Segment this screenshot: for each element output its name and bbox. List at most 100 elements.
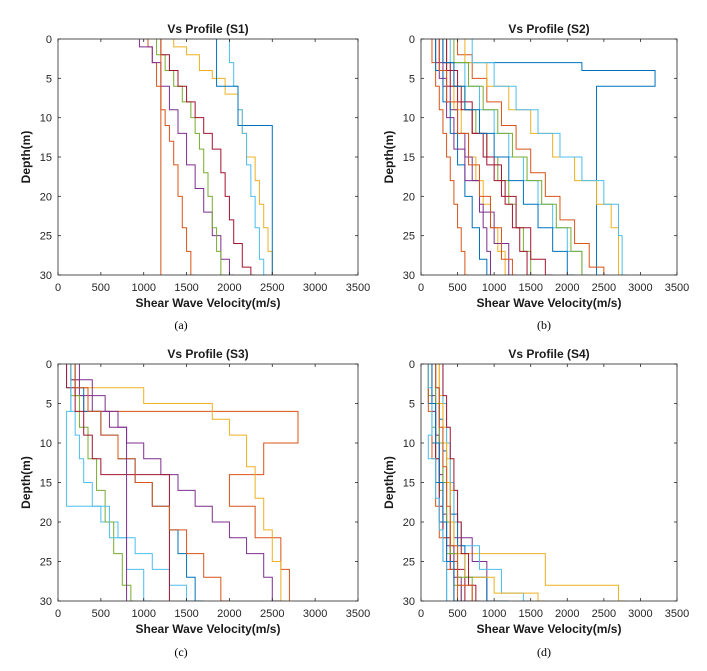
y-tick-label: 15 <box>403 152 415 164</box>
x-tick-label: 1000 <box>482 282 506 294</box>
x-axis-label: Shear Wave Velocity(m/s) <box>136 622 281 636</box>
vs-profile-line-6 <box>216 39 273 275</box>
x-tick-label: 1500 <box>518 282 542 294</box>
x-tick-label: 2000 <box>217 608 241 620</box>
y-axis-label: Depth(m) <box>19 131 33 184</box>
y-tick-label: 25 <box>403 231 415 243</box>
vs-profile-line-15 <box>438 39 517 275</box>
vs-profile-line-3 <box>160 39 256 275</box>
x-tick-label: 500 <box>448 282 466 294</box>
vs-profile-line-1 <box>431 39 469 275</box>
y-tick-label: 30 <box>40 596 52 608</box>
y-tick-label: 15 <box>403 478 415 490</box>
series-group <box>431 39 656 275</box>
y-tick-label: 20 <box>403 517 415 529</box>
chart-panel-1: 0 500 1000 1500 2000 2500 3000 3500 0 5 10 15 20 25 30… <box>382 22 689 332</box>
y-axis-label: Depth(m) <box>19 456 33 509</box>
x-tick-label: 3500 <box>346 608 370 620</box>
y-tick-label: 25 <box>40 231 52 243</box>
y-tick-label: 30 <box>403 596 415 608</box>
x-axis-label: Shear Wave Velocity(m/s) <box>477 622 622 636</box>
chart-title: Vs Profile (S4) <box>508 347 589 361</box>
x-tick-label: 3000 <box>303 282 327 294</box>
vs-profile-line-9 <box>78 364 128 601</box>
vs-profile-line-1 <box>138 39 234 275</box>
y-tick-label: 25 <box>40 557 52 569</box>
vs-profile-line-13 <box>446 39 553 275</box>
y-tick-label: 0 <box>409 34 415 46</box>
chart-title: Vs Profile (S1) <box>167 22 248 36</box>
vs-profile-line-2 <box>70 364 281 601</box>
x-tick-label: 2500 <box>592 282 616 294</box>
x-tick-label: 500 <box>92 608 110 620</box>
y-tick-label: 20 <box>40 191 52 203</box>
vs-profile-line-5 <box>70 364 136 601</box>
x-tick-label: 0 <box>418 282 424 294</box>
vs-profile-line-14 <box>431 364 462 601</box>
x-tick-label: 1500 <box>174 282 198 294</box>
y-tick-label: 5 <box>409 399 415 411</box>
y-tick-label: 15 <box>40 478 52 490</box>
subfigure-label: (b) <box>537 318 551 332</box>
x-tick-label: 3000 <box>628 608 652 620</box>
x-tick-label: 3500 <box>346 282 370 294</box>
vs-profile-line-8 <box>74 364 230 601</box>
x-tick-label: 2500 <box>592 608 616 620</box>
y-tick-label: 5 <box>46 73 52 85</box>
series-group <box>138 39 277 275</box>
plot-area <box>421 39 677 275</box>
y-tick-label: 5 <box>46 399 52 411</box>
y-tick-label: 10 <box>40 438 52 450</box>
vs-profile-line-11 <box>453 39 590 275</box>
x-axis-label: Shear Wave Velocity(m/s) <box>136 296 281 310</box>
x-tick-label: 2000 <box>555 608 579 620</box>
vs-profile-line-9 <box>464 39 623 275</box>
plot-area <box>58 364 358 601</box>
subfigure-label: (a) <box>174 318 187 332</box>
x-tick-label: 1000 <box>131 608 155 620</box>
plot-area <box>421 364 677 601</box>
x-tick-label: 3500 <box>665 282 689 294</box>
x-tick-label: 1000 <box>482 608 506 620</box>
series-group <box>427 364 626 601</box>
vs-profile-line-8 <box>457 39 608 275</box>
vs-profile-line-7 <box>66 364 153 601</box>
x-tick-label: 1000 <box>131 282 155 294</box>
subfigure-label: (c) <box>174 645 187 659</box>
x-tick-label: 0 <box>55 608 61 620</box>
chart-title: Vs Profile (S3) <box>167 347 248 361</box>
y-tick-label: 10 <box>403 438 415 450</box>
y-tick-label: 5 <box>409 73 415 85</box>
vs-profile-line-15 <box>435 364 476 601</box>
y-tick-label: 10 <box>40 113 52 125</box>
x-axis-label: Shear Wave Velocity(m/s) <box>477 296 622 310</box>
y-tick-label: 30 <box>403 270 415 282</box>
x-tick-label: 1500 <box>174 608 198 620</box>
y-tick-label: 20 <box>403 191 415 203</box>
y-axis-label: Depth(m) <box>382 131 396 184</box>
vs-profile-line-14 <box>442 39 575 275</box>
x-tick-label: 2500 <box>260 608 284 620</box>
vs-profile-line-3 <box>435 39 495 275</box>
y-tick-label: 20 <box>40 517 52 529</box>
series-group <box>66 364 299 601</box>
vs-profile-line-6 <box>66 364 170 601</box>
plot-area <box>58 39 358 275</box>
y-tick-label: 0 <box>46 359 52 371</box>
x-tick-label: 0 <box>418 608 424 620</box>
x-tick-label: 3000 <box>628 282 652 294</box>
x-tick-label: 0 <box>55 282 61 294</box>
chart-panel-0: 0 500 1000 1500 2000 2500 3000 3500 0 5 10 15 20 25 30… <box>19 22 370 332</box>
chart-panel-2: 0 500 1000 1500 2000 2500 3000 3500 0 5 10 15 20 25 30… <box>19 347 370 659</box>
y-tick-label: 25 <box>403 557 415 569</box>
x-tick-label: 500 <box>92 282 110 294</box>
x-tick-label: 500 <box>448 608 466 620</box>
x-tick-label: 2500 <box>260 282 284 294</box>
chart-title: Vs Profile (S2) <box>508 22 589 36</box>
subfigure-label: (d) <box>537 645 551 659</box>
vs-profile-line-12 <box>471 39 626 275</box>
y-tick-label: 0 <box>409 359 415 371</box>
y-tick-label: 10 <box>403 113 415 125</box>
y-tick-label: 0 <box>46 34 52 46</box>
